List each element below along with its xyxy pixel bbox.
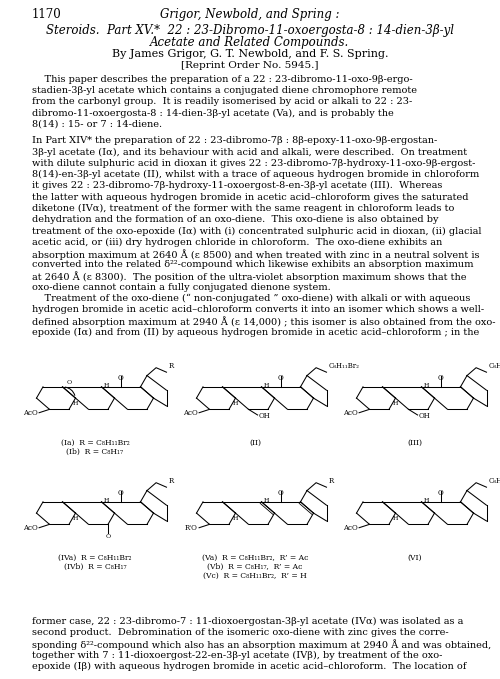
Text: (VI): (VI) xyxy=(408,554,422,562)
Text: C₈H₁₁Br₂: C₈H₁₁Br₂ xyxy=(328,362,360,370)
Text: O: O xyxy=(118,374,124,382)
Text: R: R xyxy=(328,477,334,485)
Text: Treatment of the oxo-diene (“ non-conjugated ” oxo-diene) with alkali or with aq: Treatment of the oxo-diene (“ non-conjug… xyxy=(32,294,470,304)
Text: (II): (II) xyxy=(249,439,261,447)
Text: [Reprint Order No. 5945.]: [Reprint Order No. 5945.] xyxy=(181,61,319,70)
Text: R: R xyxy=(168,362,174,370)
Text: H: H xyxy=(264,498,270,502)
Text: diketone (IVα), treatment of the former with the same reagent in chloroform lead: diketone (IVα), treatment of the former … xyxy=(32,204,454,213)
Text: hydrogen bromide in acetic acid–chloroform converts it into an isomer which show: hydrogen bromide in acetic acid–chlorofo… xyxy=(32,306,484,314)
Text: oxo-diene cannot contain a fully conjugated dienone system.: oxo-diene cannot contain a fully conjuga… xyxy=(32,282,331,292)
Text: H: H xyxy=(73,517,78,521)
Text: In Part XIV* the preparation of 22 : 23-dibromo-7β : 8β-epoxy-11-oxo-9β-ergostan: In Part XIV* the preparation of 22 : 23-… xyxy=(32,136,437,145)
Text: second product.  Debromination of the isomeric oxo-diene with zinc gives the cor: second product. Debromination of the iso… xyxy=(32,628,448,638)
Text: AcO: AcO xyxy=(343,409,358,417)
Text: AcO: AcO xyxy=(23,524,38,532)
Text: OH: OH xyxy=(419,411,430,420)
Text: H: H xyxy=(233,401,238,407)
Text: H: H xyxy=(73,401,78,407)
Text: together with 7 : 11-dioxoergost-22-en-3β-yl acetate (IVβ), by treatment of the : together with 7 : 11-dioxoergost-22-en-3… xyxy=(32,651,442,660)
Text: H: H xyxy=(264,383,270,388)
Text: (Ia)  R = C₈H₁₁Br₂
(Ib)  R = C₈H₁₇: (Ia) R = C₈H₁₁Br₂ (Ib) R = C₈H₁₇ xyxy=(60,439,130,456)
Text: H: H xyxy=(104,498,110,502)
Text: Steroids.  Part XV.*  22 : 23-Dibromo-11-oxoergosta-8 : 14-dien-3β-yl: Steroids. Part XV.* 22 : 23-Dibromo-11-o… xyxy=(46,24,454,37)
Text: former case, 22 : 23-dibromo-7 : 11-dioxoergostan-3β-yl acetate (IVα) was isolat: former case, 22 : 23-dibromo-7 : 11-diox… xyxy=(32,617,464,626)
Text: AcO: AcO xyxy=(343,524,358,532)
Text: O: O xyxy=(278,489,284,497)
Text: H: H xyxy=(393,517,398,521)
Text: O: O xyxy=(106,534,110,540)
Text: H: H xyxy=(424,498,430,502)
Text: 8(14) : 15- or 7 : 14-diene.: 8(14) : 15- or 7 : 14-diene. xyxy=(32,120,162,129)
Text: (III): (III) xyxy=(408,439,422,447)
Text: at 2640 Å (ε 8300).  The position of the ultra-violet absorption maximum shows t: at 2640 Å (ε 8300). The position of the … xyxy=(32,272,466,282)
Text: By James Grigor, G. T. Newbold, and F. S. Spring.: By James Grigor, G. T. Newbold, and F. S… xyxy=(112,49,388,59)
Text: Acetate and Related Compounds.: Acetate and Related Compounds. xyxy=(150,36,350,49)
Text: (IVa)  R = C₈H₁₁Br₂
(IVb)  R = C₈H₁₇: (IVa) R = C₈H₁₁Br₂ (IVb) R = C₈H₁₇ xyxy=(58,554,132,571)
Text: acetic acid, or (iii) dry hydrogen chloride in chloroform.  The oxo-diene exhibi: acetic acid, or (iii) dry hydrogen chlor… xyxy=(32,238,442,246)
Text: C₈H₁₁Br₂: C₈H₁₁Br₂ xyxy=(488,477,500,485)
Text: H: H xyxy=(233,517,238,521)
Text: C₈H₁₁Br₂: C₈H₁₁Br₂ xyxy=(488,362,500,370)
Text: dibromo-11-oxoergosta-8 : 14-dien-3β-yl acetate (Va), and is probably the: dibromo-11-oxoergosta-8 : 14-dien-3β-yl … xyxy=(32,109,394,117)
Text: H: H xyxy=(104,383,110,388)
Text: treatment of the oxo-epoxide (Iα) with (i) concentrated sulphuric acid in dioxan: treatment of the oxo-epoxide (Iα) with (… xyxy=(32,226,482,236)
Text: the latter with aqueous hydrogen bromide in acetic acid–chloroform gives the sat: the latter with aqueous hydrogen bromide… xyxy=(32,193,468,202)
Text: stadien-3β-yl acetate which contains a conjugated diene chromophore remote: stadien-3β-yl acetate which contains a c… xyxy=(32,86,417,95)
Text: (Va)  R = C₈H₁₁Br₂,  R’ = Ac
(Vb)  R = C₈H₁₇,  R’ = Ac
(Vc)  R = C₈H₁₁Br₂,  R’ =: (Va) R = C₈H₁₁Br₂, R’ = Ac (Vb) R = C₈H₁… xyxy=(202,554,308,581)
Text: absorption maximum at 2640 Å (ε 8500) and when treated with zinc in a neutral so: absorption maximum at 2640 Å (ε 8500) an… xyxy=(32,249,480,259)
Text: 1170: 1170 xyxy=(32,8,62,21)
Text: H: H xyxy=(424,383,430,388)
Text: 3β-yl acetate (Iα), and its behaviour with acid and alkali, were described.  On : 3β-yl acetate (Iα), and its behaviour wi… xyxy=(32,147,467,157)
Text: O: O xyxy=(438,374,444,382)
Text: Grigor, Newbold, and Spring :: Grigor, Newbold, and Spring : xyxy=(160,8,340,21)
Text: AcO: AcO xyxy=(183,409,198,417)
Text: This paper describes the preparation of a 22 : 23-dibromo-11-oxo-9β-ergo-: This paper describes the preparation of … xyxy=(32,75,412,84)
Text: OH: OH xyxy=(259,411,270,420)
Text: AcO: AcO xyxy=(23,409,38,417)
Text: O: O xyxy=(438,489,444,497)
Text: O: O xyxy=(118,489,124,497)
Text: H: H xyxy=(393,401,398,407)
Text: sponding δ²²-compound which also has an absorption maximum at 2940 Å and was obt: sponding δ²²-compound which also has an … xyxy=(32,640,491,650)
Text: 8(14)-en-3β-yl acetate (II), whilst with a trace of aqueous hydrogen bromide in : 8(14)-en-3β-yl acetate (II), whilst with… xyxy=(32,170,479,179)
Text: epoxide (Iα) and from (II) by aqueous hydrogen bromide in acetic acid–chloroform: epoxide (Iα) and from (II) by aqueous hy… xyxy=(32,328,479,337)
Text: epoxide (Iβ) with aqueous hydrogen bromide in acetic acid–chloroform.  The locat: epoxide (Iβ) with aqueous hydrogen bromi… xyxy=(32,662,466,672)
Text: converted into the related δ²²-compound which likewise exhibits an absorption ma: converted into the related δ²²-compound … xyxy=(32,260,474,269)
Text: O: O xyxy=(278,374,284,382)
Text: R: R xyxy=(168,477,174,485)
Text: R'O: R'O xyxy=(185,524,198,532)
Text: dehydration and the formation of an oxo-diene.  This oxo-diene is also obtained : dehydration and the formation of an oxo-… xyxy=(32,215,438,224)
Text: from the carbonyl group.  It is readily isomerised by acid or alkali to 22 : 23-: from the carbonyl group. It is readily i… xyxy=(32,97,412,106)
Text: with dilute sulphuric acid in dioxan it gives 22 : 23-dibromo-7β-hydroxy-11-oxo-: with dilute sulphuric acid in dioxan it … xyxy=(32,159,476,168)
Text: it gives 22 : 23-dibromo-7β-hydroxy-11-oxoergost-8-en-3β-yl acetate (III).  Wher: it gives 22 : 23-dibromo-7β-hydroxy-11-o… xyxy=(32,181,442,190)
Text: O: O xyxy=(66,380,71,385)
Text: defined absorption maximum at 2940 Å (ε 14,000) ; this isomer is also obtained f: defined absorption maximum at 2940 Å (ε … xyxy=(32,316,496,327)
